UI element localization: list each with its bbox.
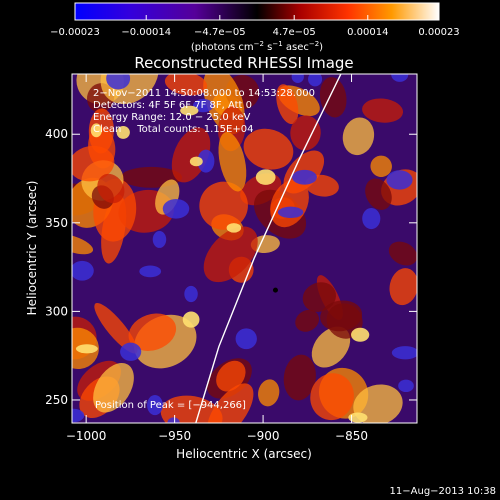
- heatmap-blob-bright: [226, 223, 242, 233]
- heatmap-blob: [164, 74, 208, 96]
- x-axis-label: Heliocentric X (arcsec): [176, 447, 312, 461]
- heatmap-blob: [203, 226, 258, 283]
- colorbar-tick-label: 0.00023: [418, 27, 459, 38]
- y-tick-label: 250: [45, 393, 68, 407]
- heatmap-blob: [362, 98, 404, 123]
- heatmap-blob-negative: [197, 149, 215, 173]
- solar-limb-curve: [195, 74, 342, 423]
- heatmap-blob-negative: [120, 342, 142, 361]
- heatmap-blob: [218, 131, 247, 192]
- heatmap-blob: [206, 383, 254, 423]
- heatmap-blob: [93, 362, 134, 413]
- y-tick-label: 400: [45, 127, 68, 141]
- heatmap-blob: [72, 145, 115, 182]
- info-detectors: Detectors: 4F 5F 6F 7F 8F, Att 0: [93, 100, 252, 111]
- info-energy-range: Energy Range: 12.0 − 25.0 keV: [93, 112, 250, 123]
- heatmap-blob-negative: [139, 265, 162, 278]
- heatmap-blob-negative: [72, 408, 85, 423]
- heatmap-blob-negative: [391, 74, 409, 82]
- x-tick-label: −900: [247, 429, 280, 443]
- colorbar-bar: [74, 2, 440, 21]
- peak-marker: [272, 287, 278, 293]
- heatmap-blob-negative: [184, 285, 198, 303]
- heatmap-blob: [97, 173, 125, 204]
- heatmap-blob-bright: [116, 125, 130, 139]
- heatmap-blob-negative: [162, 198, 190, 219]
- heatmap-blob-negative: [291, 74, 304, 83]
- colorbar-unit-label: (photons cm−2 s−1 asec−2): [191, 40, 323, 53]
- heatmap-blob: [100, 74, 159, 105]
- heatmap-blob-negative: [106, 74, 131, 90]
- heatmap-blob: [276, 84, 299, 125]
- heatmap-blob: [365, 178, 392, 210]
- heatmap-image: [72, 74, 417, 423]
- heatmap-blob-negative: [277, 206, 304, 218]
- heatmap-blob-negative: [292, 169, 317, 185]
- heatmap-blob: [370, 155, 392, 177]
- heatmap-blob: [295, 309, 320, 332]
- heatmap-blob: [199, 181, 248, 230]
- heatmap-blob: [258, 379, 280, 407]
- heatmap-blob: [128, 313, 177, 351]
- y-axis: 250 300 350 400: [45, 127, 417, 407]
- heatmap-blob-negative: [391, 346, 417, 360]
- heatmap-blob-negative: [362, 208, 381, 230]
- colorbar-ticks: −0.00023 −0.00014 −4.7e−05 4.7e−05 0.00014 0.…: [50, 15, 460, 38]
- heatmap-blob: [160, 395, 223, 423]
- plot-frame: [71, 73, 418, 424]
- peak-position-label: Position of Peak = [−944,266]: [95, 400, 246, 411]
- heatmap-blob-negative: [152, 231, 167, 248]
- heatmap-blob: [319, 77, 347, 118]
- colorbar-tick-label: 0.00014: [347, 27, 388, 38]
- heatmap-blob: [389, 268, 417, 306]
- x-tick-label: −850: [335, 429, 368, 443]
- heatmap-blob-bright: [348, 412, 368, 423]
- colorbar: −0.00023 −0.00014 −4.7e−05 4.7e−05 0.00014 0.…: [50, 2, 460, 53]
- footer-date: 11−Aug−2013 10:38: [390, 486, 496, 497]
- heatmap-blob-negative: [72, 260, 94, 281]
- heatmap-blob-bright: [255, 169, 276, 185]
- heatmap-blob: [342, 117, 375, 156]
- heatmap-blob: [290, 115, 321, 151]
- heatmap-blob: [243, 128, 294, 170]
- heatmap-blob-bright: [75, 344, 98, 354]
- heatmap-blob-negative: [147, 395, 163, 416]
- colorbar-tick-label: −4.7e−05: [194, 27, 246, 38]
- heatmap-blob: [320, 300, 363, 332]
- y-tick-label: 350: [45, 216, 68, 230]
- heatmap-blob-negative: [386, 170, 413, 190]
- info-block: 2−Nov−2011 14:50:08.000 to 14:53:28.000 …: [93, 88, 315, 135]
- heatmap-blob-bright: [180, 105, 199, 116]
- x-axis: −1000 −950 −900 −850: [66, 74, 368, 443]
- heatmap-blob-negative: [167, 417, 180, 423]
- heatmap-blob-negative: [192, 98, 214, 113]
- heatmap-blob-bright: [90, 123, 102, 138]
- colorbar-tick-label: 4.7e−05: [273, 27, 316, 38]
- heatmap-blob: [283, 354, 316, 401]
- x-tick-label: −950: [158, 429, 191, 443]
- heatmap-blob-bright: [182, 311, 200, 328]
- heatmap-blob: [302, 282, 337, 312]
- heatmap-blob-negative: [308, 74, 323, 87]
- y-tick-label: 300: [45, 304, 68, 318]
- heatmap-blob: [216, 360, 246, 392]
- heatmap-blob-negative: [235, 328, 257, 350]
- heatmap-blob-negative: [398, 379, 414, 393]
- heatmap-blob: [310, 373, 354, 421]
- y-axis-label: Heliocentric Y (arcsec): [25, 181, 39, 316]
- x-tick-label: −1000: [66, 429, 107, 443]
- chart-title: Reconstructed RHESSI Image: [134, 54, 353, 72]
- heatmap-blob: [94, 302, 138, 354]
- info-time-range: 2−Nov−2011 14:50:08.000 to 14:53:28.000: [93, 88, 315, 99]
- info-clean-counts: Clean Total counts: 1.15E+04: [93, 124, 253, 135]
- colorbar-tick-label: −0.00023: [50, 27, 100, 38]
- heatmap-blob-bright: [351, 327, 370, 342]
- colorbar-tick-label: −0.00014: [121, 27, 171, 38]
- heatmap-blob-bright: [189, 156, 203, 167]
- heatmap-blob: [388, 241, 417, 266]
